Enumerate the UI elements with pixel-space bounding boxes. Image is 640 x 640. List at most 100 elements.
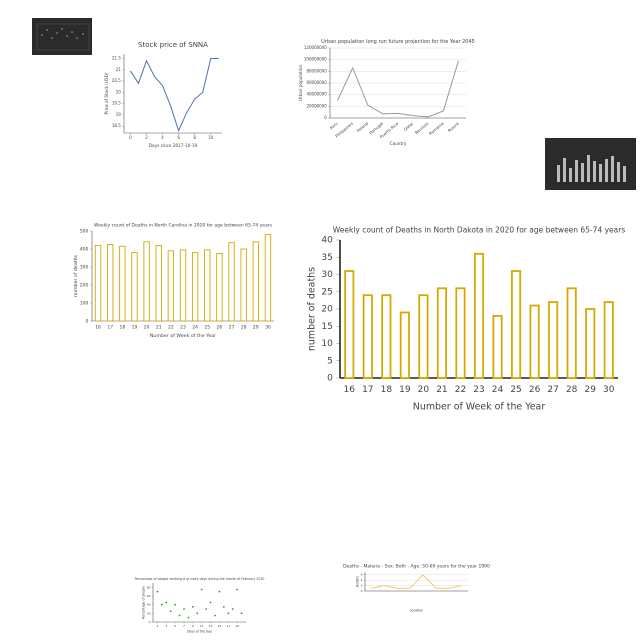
bar bbox=[603, 301, 614, 379]
x-tick-label: 21 bbox=[156, 324, 162, 330]
x-tick-label: 5 bbox=[174, 624, 176, 628]
x-tick-label: 11 bbox=[200, 624, 204, 628]
x-axis-label: Country bbox=[390, 141, 407, 146]
line bbox=[371, 574, 462, 589]
y-tick-label: 100 bbox=[80, 301, 89, 307]
y-tick-label: 21 bbox=[116, 67, 122, 72]
y-axis-label: number of deaths bbox=[73, 254, 79, 297]
thumbnail-dots bbox=[41, 28, 84, 39]
y-tick-label: 20.5 bbox=[112, 78, 121, 83]
x-tick-label: 30 bbox=[265, 324, 271, 330]
point bbox=[227, 612, 230, 615]
bar bbox=[566, 287, 577, 379]
point bbox=[174, 603, 177, 606]
y-tick-label: 200 bbox=[80, 283, 89, 289]
dark-thumbnail-bars bbox=[545, 138, 636, 190]
point bbox=[178, 614, 181, 617]
x-tick-label: 19 bbox=[132, 324, 138, 330]
x-tick-label: Russia bbox=[447, 121, 460, 133]
x-axis-label: Number of Week of the Year bbox=[413, 401, 546, 412]
bar bbox=[455, 287, 466, 379]
x-tick-label: 28 bbox=[566, 385, 578, 395]
x-tick-label: 16 bbox=[344, 385, 356, 395]
y-tick-label: 0 bbox=[324, 115, 327, 120]
bar bbox=[167, 250, 175, 322]
bar bbox=[179, 249, 187, 322]
line bbox=[337, 60, 459, 118]
bar bbox=[94, 244, 102, 322]
y-tick-label: 0 bbox=[86, 319, 89, 325]
y-tick-label: 40000000 bbox=[306, 92, 327, 97]
point bbox=[165, 601, 168, 604]
point bbox=[196, 612, 199, 615]
x-tick-label: 20 bbox=[144, 324, 150, 330]
y-tick-label: 0 bbox=[327, 374, 333, 384]
bar bbox=[204, 249, 211, 322]
chart-title: Weekly count of Deaths in North Dakota i… bbox=[333, 225, 626, 234]
y-tick-label: 120000000 bbox=[304, 45, 327, 50]
chart-title: Percentage of people working 6 or more d… bbox=[135, 577, 265, 581]
y-tick-label: 400 bbox=[80, 247, 89, 253]
x-tick-label: 8 bbox=[193, 135, 196, 140]
bar bbox=[510, 270, 522, 379]
x-tick-label: 27 bbox=[547, 385, 558, 395]
point bbox=[191, 605, 194, 608]
x-tick-label: 18 bbox=[119, 324, 125, 330]
y-tick-label: 500 bbox=[80, 229, 89, 235]
y-tick-label: 19 bbox=[116, 112, 122, 117]
y-tick-label: 6 bbox=[361, 573, 363, 577]
bar bbox=[131, 252, 138, 322]
bar bbox=[119, 245, 126, 322]
y-tick-label: 40 bbox=[147, 603, 151, 607]
chart-title: Stock price of SNNA bbox=[138, 41, 208, 49]
y-tick-label: 19.5 bbox=[112, 101, 121, 106]
x-tick-label: 10 bbox=[208, 135, 214, 140]
bar bbox=[107, 244, 114, 322]
x-tick-label: 29 bbox=[253, 324, 259, 330]
bar bbox=[143, 241, 150, 322]
x-tick-label: Qatar bbox=[403, 121, 415, 132]
x-tick-label: 21 bbox=[436, 385, 447, 395]
bar bbox=[344, 270, 355, 379]
bar bbox=[240, 248, 247, 322]
point bbox=[231, 608, 234, 610]
x-tick-label: 27 bbox=[229, 324, 235, 330]
x-tick-label: 6 bbox=[177, 135, 180, 140]
x-tick-label: 24 bbox=[192, 324, 198, 330]
y-tick-label: 30 bbox=[321, 270, 333, 280]
point bbox=[240, 612, 243, 615]
chart-title: Deaths - Malaria - Sex: Both - Age: 50-6… bbox=[343, 564, 490, 570]
x-tick-label: 30 bbox=[603, 385, 615, 395]
x-tick-label: 23 bbox=[473, 385, 484, 395]
bar bbox=[585, 308, 596, 379]
x-tick-label: 25 bbox=[510, 385, 521, 395]
point bbox=[156, 590, 159, 593]
x-tick-label: 16 bbox=[95, 324, 101, 330]
y-tick-label: 20 bbox=[116, 89, 122, 94]
x-tick-label: 17 bbox=[107, 324, 113, 330]
y-axis-label: Urban population bbox=[298, 65, 303, 102]
point bbox=[214, 614, 216, 617]
x-tick-label: 24 bbox=[492, 385, 504, 395]
x-tick-label: 20 bbox=[418, 385, 430, 395]
point bbox=[183, 608, 185, 610]
bar bbox=[492, 314, 503, 379]
point bbox=[218, 590, 221, 593]
point bbox=[200, 588, 203, 591]
x-tick-label: 13 bbox=[209, 624, 213, 628]
y-tick-label: 80 bbox=[147, 585, 151, 589]
y-tick-label: 20 bbox=[147, 611, 151, 615]
y-tick-label: 18.5 bbox=[112, 123, 121, 128]
y-tick-label: 21.5 bbox=[112, 56, 121, 61]
y-tick-label: 300 bbox=[80, 265, 89, 271]
x-tick-label: 1 bbox=[156, 624, 158, 628]
bar bbox=[362, 294, 373, 379]
bar bbox=[473, 252, 485, 379]
x-tick-label: Peru bbox=[329, 121, 339, 131]
y-tick-label: 60000000 bbox=[306, 80, 327, 85]
x-tick-label: 17 bbox=[362, 385, 373, 395]
y-tick-label: 10 bbox=[321, 339, 333, 349]
x-tick-label: 18 bbox=[381, 385, 393, 395]
x-tick-label: 4 bbox=[161, 135, 164, 140]
x-axis-label: Location bbox=[410, 609, 423, 613]
